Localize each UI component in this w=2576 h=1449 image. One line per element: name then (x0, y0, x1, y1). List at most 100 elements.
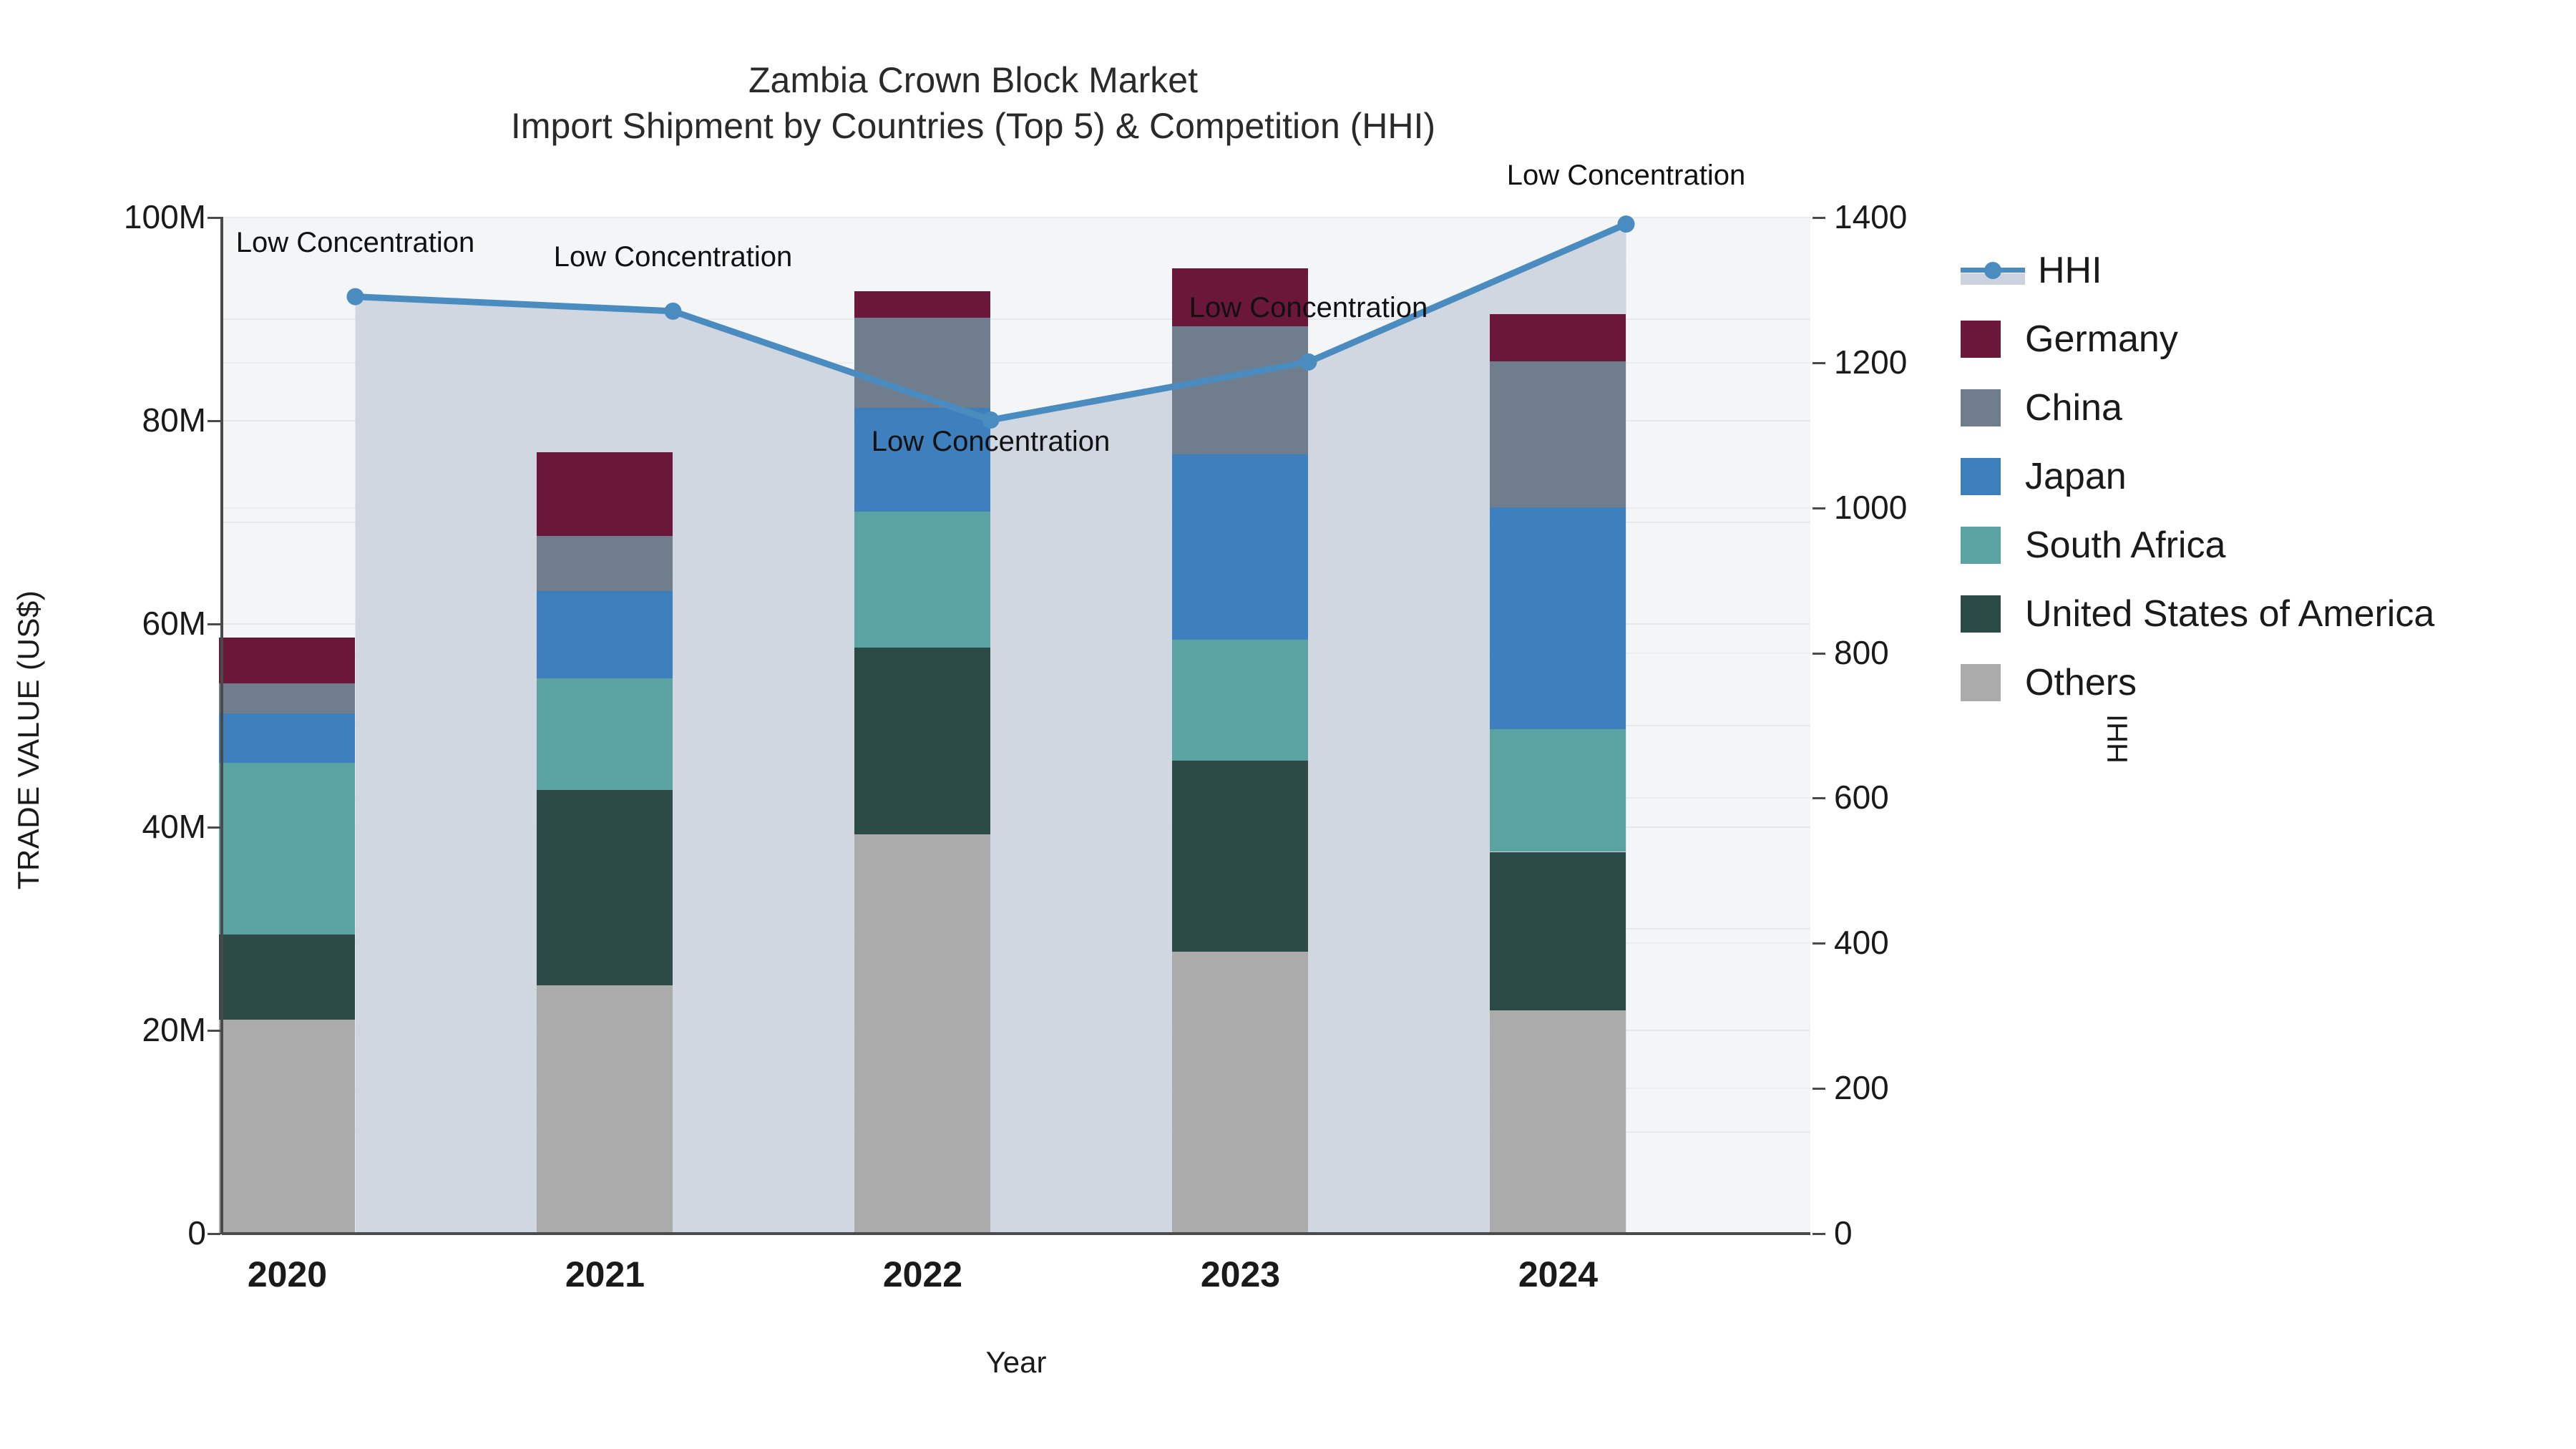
hhi-point[interactable] (664, 302, 682, 320)
bar-segment[interactable] (537, 590, 673, 678)
chart-subtitle: Import Shipment by Countries (Top 5) & C… (510, 106, 1436, 146)
bar-segment[interactable] (854, 834, 991, 1233)
bar-segment[interactable] (1490, 314, 1626, 361)
legend-item-label: China (2025, 387, 2122, 429)
y-tick-label-right: 0 (1834, 1214, 1853, 1252)
x-tick-label: 2023 (1200, 1254, 1281, 1294)
y-tick-label-left: 0 (187, 1214, 206, 1252)
y-tick-mark-right (1813, 1088, 1825, 1091)
legend-color-swatch (1961, 389, 2001, 426)
y-tick-mark-right (1813, 217, 1825, 219)
y-tick-label-left: 40M (142, 808, 206, 845)
legend-item-label: United States of America (2025, 593, 2435, 635)
legend-item-label: Germany (2025, 318, 2178, 360)
hhi-area-and-line (355, 224, 1626, 1234)
hhi-area (355, 224, 1626, 1234)
y-tick-label-right: 1200 (1834, 343, 1908, 381)
bar-segment[interactable] (1172, 326, 1309, 455)
y-tick-label-right: 200 (1834, 1069, 1889, 1107)
hhi-line-overlay (346, 215, 1635, 429)
legend-item[interactable]: Others (1961, 648, 2562, 717)
bar-segment[interactable] (219, 1019, 356, 1233)
y-tick-mark-left (208, 217, 220, 219)
bar-segment[interactable] (1172, 951, 1309, 1233)
hhi-point[interactable] (346, 288, 364, 306)
hhi-line (351, 220, 1629, 424)
bar-segment[interactable] (1490, 728, 1626, 852)
y-tick-mark-left (208, 826, 220, 829)
legend-item[interactable]: HHI (1961, 236, 2562, 305)
bar-segment[interactable] (1172, 454, 1309, 640)
y-tick-label-right: 600 (1834, 779, 1889, 816)
legend-item[interactable]: Germany (1961, 305, 2562, 374)
y-tick-mark-right (1813, 942, 1825, 945)
x-tick-label: 2020 (247, 1254, 328, 1294)
legend-item[interactable]: South Africa (1961, 511, 2562, 580)
y-tick-mark-left (208, 1233, 220, 1235)
y-tick-label-right: 1400 (1834, 198, 1908, 235)
bar-segment[interactable] (219, 762, 356, 935)
y-tick-label-left: 60M (142, 605, 206, 642)
bar-segment[interactable] (854, 648, 991, 835)
bar-segment[interactable] (219, 637, 356, 683)
legend-item-label: South Africa (2025, 525, 2226, 566)
bar-segment[interactable] (854, 407, 991, 512)
annotation-low-concentration: Low Concentration (553, 240, 793, 273)
hhi-point[interactable] (1299, 353, 1317, 371)
y-tick-mark-right (1813, 361, 1825, 364)
legend-color-swatch (1961, 664, 2001, 701)
y-tick-label-left: 100M (123, 198, 206, 235)
bar-segment[interactable] (219, 683, 356, 714)
y-tick-mark-right (1813, 507, 1825, 509)
legend-color-swatch (1961, 458, 2001, 495)
bar-segment[interactable] (1490, 361, 1626, 508)
legend-item-label: Japan (2025, 456, 2127, 497)
bar-segment[interactable] (219, 934, 356, 1020)
bar-segment[interactable] (1490, 852, 1626, 1011)
hhi-point[interactable] (1617, 215, 1635, 233)
bar-segment[interactable] (1490, 507, 1626, 729)
annotation-low-concentration: Low Concentration (1506, 160, 1746, 192)
y-tick-label-left: 20M (142, 1011, 206, 1048)
legend-color-swatch (1961, 527, 2001, 564)
y-tick-mark-right (1813, 1233, 1825, 1235)
legend-color-swatch (1961, 321, 2001, 358)
legend-color-swatch (1961, 595, 2001, 633)
legend-item[interactable]: China (1961, 374, 2562, 442)
y-tick-label-right: 400 (1834, 924, 1889, 962)
y-tick-label-right: 800 (1834, 633, 1889, 671)
y-tick-label-right: 1000 (1834, 488, 1908, 526)
annotation-low-concentration: Low Concentration (235, 226, 475, 258)
bar-segment[interactable] (537, 452, 673, 536)
gridline (222, 318, 1810, 320)
y-tick-mark-left (208, 623, 220, 625)
bar-segment[interactable] (537, 535, 673, 591)
bar-segment[interactable] (854, 317, 991, 408)
bar-segment[interactable] (537, 789, 673, 985)
x-axis-line (222, 1232, 1810, 1235)
y-tick-mark-left (208, 420, 220, 422)
bar-segment[interactable] (1490, 1010, 1626, 1233)
legend-item[interactable]: United States of America (1961, 580, 2562, 648)
x-tick-label: 2022 (882, 1254, 963, 1294)
y-tick-label-left: 80M (142, 401, 206, 439)
legend-item[interactable]: Japan (1961, 442, 2562, 511)
y-axis-left-ticks: 0 20M 40M 60M 80M 100M (0, 0, 220, 1449)
annotation-low-concentration: Low Concentration (871, 426, 1111, 457)
bar-segment[interactable] (854, 511, 991, 648)
bar-segment[interactable] (537, 678, 673, 790)
bar-segment[interactable] (1172, 268, 1309, 327)
hhi-point[interactable] (982, 411, 1000, 429)
legend-item-label: Others (2025, 662, 2137, 703)
bar-segment[interactable] (219, 713, 356, 763)
chart-title-block: Zambia Crown Block Market Import Shipmen… (0, 57, 1946, 149)
hhi-line-icon (1961, 252, 2025, 289)
x-tick-label: 2021 (565, 1254, 645, 1294)
bar-segment[interactable] (537, 985, 673, 1233)
annotation-low-concentration: Low Concentration (1189, 291, 1428, 323)
bar-segment[interactable] (1172, 639, 1309, 761)
chart-title: Zambia Crown Block Market (748, 60, 1198, 100)
bar-segment[interactable] (1172, 760, 1309, 952)
y-axis-left-line (220, 217, 223, 1234)
bar-segment[interactable] (854, 291, 991, 318)
